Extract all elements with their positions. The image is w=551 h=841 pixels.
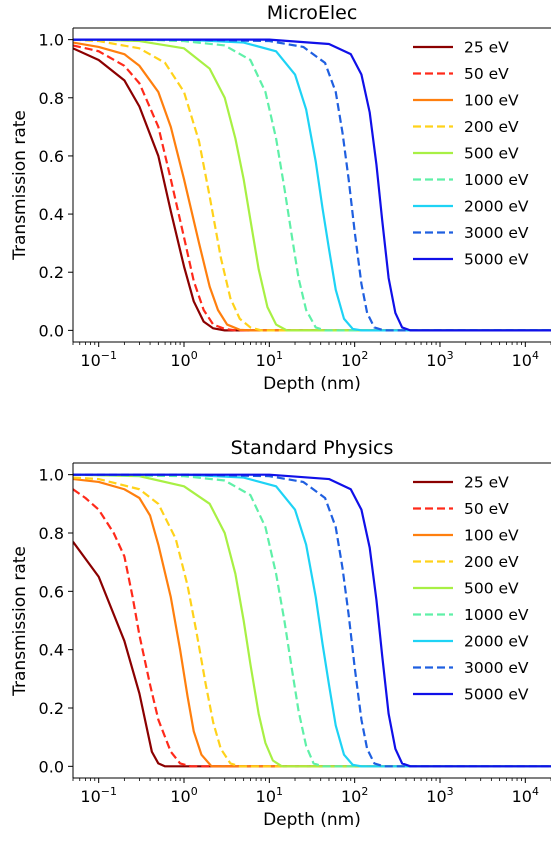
legend-label: 25 eV (464, 39, 509, 57)
series-line (73, 473, 551, 768)
legend-label: 2000 eV (464, 198, 529, 216)
legend-label: 50 eV (464, 65, 509, 83)
chart-title: MicroElec (267, 2, 358, 24)
series-line (73, 473, 551, 768)
x-tick-label: 102 (341, 349, 368, 370)
series-line (73, 44, 551, 332)
legend-label: 500 eV (464, 145, 519, 163)
series-line (73, 38, 551, 332)
legend-label: 3000 eV (464, 224, 529, 242)
legend-label: 1000 eV (464, 606, 529, 624)
series-line (73, 473, 551, 768)
y-tick-label: 0.0 (39, 321, 64, 340)
y-tick-label: 0.2 (39, 263, 64, 282)
series-line (73, 38, 551, 332)
series-line (73, 477, 551, 768)
legend-label: 25 eV (464, 474, 509, 492)
y-tick-label: 0.2 (39, 699, 64, 718)
legend: 25 eV 50 eV 100 eV 200 eV 500 eV 1000 eV 2000 … (413, 39, 529, 269)
series-lines (73, 473, 551, 768)
series-line (73, 476, 551, 768)
legend: 25 eV 50 eV 100 eV 200 eV 500 eV 1000 eV 2000 … (413, 474, 529, 704)
x-tick-label: 100 (170, 785, 197, 806)
y-tick-label: 0.4 (39, 205, 64, 224)
x-axis-label: Depth (nm) (263, 374, 361, 394)
chart-microelec: MicroElec Transmission rate Depth (nm) 0… (10, 2, 551, 394)
y-axis-label: Transmission rate (10, 110, 30, 261)
y-tick-label: 0.6 (39, 582, 64, 601)
legend-label: 100 eV (464, 92, 519, 110)
x-tick-label: 10−1 (80, 349, 117, 370)
legend-label: 5000 eV (464, 251, 529, 269)
x-tick-label: 101 (256, 349, 283, 370)
legend-label: 100 eV (464, 527, 519, 545)
x-tick-label: 102 (341, 785, 368, 806)
y-tick-label: 0.8 (39, 524, 64, 543)
legend-label: 500 eV (464, 580, 519, 598)
legend-label: 50 eV (464, 500, 509, 518)
series-line (73, 541, 551, 768)
legend-label: 2000 eV (464, 633, 529, 651)
chart-title: Standard Physics (231, 437, 394, 459)
x-tick-label: 100 (170, 349, 197, 370)
y-tick-label: 0.0 (39, 757, 64, 776)
series-line (73, 473, 551, 768)
y-tick-label: 1.0 (39, 466, 64, 485)
x-axis-label: Depth (nm) (263, 810, 361, 830)
y-tick-label: 1.0 (39, 31, 64, 50)
x-tick-label: 101 (256, 785, 283, 806)
series-line (73, 38, 551, 332)
legend-label: 200 eV (464, 553, 519, 571)
legend-label: 200 eV (464, 118, 519, 136)
series-lines (73, 38, 551, 332)
x-tick-label: 104 (512, 785, 539, 806)
y-tick-label: 0.4 (39, 641, 64, 660)
y-tick-label: 0.6 (39, 147, 64, 166)
series-line (73, 488, 551, 768)
chart-standard-physics: Standard Physics Transmission rate Depth… (10, 437, 551, 830)
series-line (73, 47, 551, 332)
y-axis-label: Transmission rate (10, 546, 30, 697)
series-line (73, 473, 551, 768)
x-tick-label: 103 (426, 349, 453, 370)
series-line (73, 41, 551, 332)
legend-label: 3000 eV (464, 659, 529, 677)
series-line (73, 38, 551, 332)
series-line (73, 38, 551, 332)
legend-label: 1000 eV (464, 171, 529, 189)
series-line (73, 38, 551, 332)
x-tick-label: 10−1 (80, 785, 117, 806)
legend-label: 5000 eV (464, 686, 529, 704)
y-tick-label: 0.8 (39, 89, 64, 108)
x-tick-label: 103 (426, 785, 453, 806)
x-tick-label: 104 (512, 349, 539, 370)
